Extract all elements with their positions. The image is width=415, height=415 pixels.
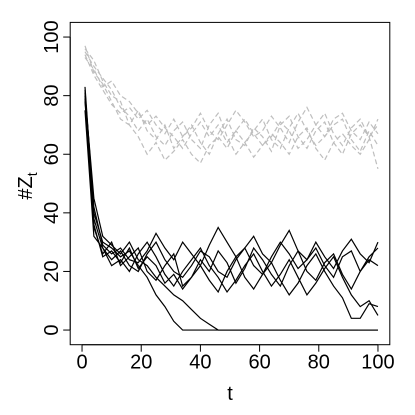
series-line: [84, 98, 379, 319]
x-tick-label: 0: [76, 352, 87, 374]
series-line: [84, 57, 379, 150]
x-axis-label: t: [227, 383, 233, 405]
x-tick-label: 20: [130, 352, 152, 374]
series-line: [84, 92, 379, 270]
series-line: [84, 95, 378, 331]
series-line: [84, 110, 379, 316]
x-tick-label: 60: [248, 352, 270, 374]
series-line: [84, 48, 379, 165]
y-tick-label: 80: [41, 85, 63, 107]
y-tick-label: 40: [41, 202, 63, 224]
y-tick-label: 0: [41, 324, 63, 335]
series-line: [84, 89, 379, 291]
x-tick-label: 80: [308, 352, 330, 374]
y-axis-label: #Zt: [15, 172, 40, 199]
y-tick-label: 20: [41, 260, 63, 282]
y-axis-label-subscript: t: [24, 172, 40, 176]
y-axis-label-main: #Z: [15, 176, 37, 199]
y-tick-label: 100: [41, 20, 63, 53]
series-line: [84, 45, 379, 170]
y-tick-label: 60: [41, 143, 63, 165]
x-tick-label: 40: [189, 352, 211, 374]
series-line: [84, 101, 379, 279]
series-line: [84, 54, 379, 144]
x-tick-label: 100: [361, 352, 394, 374]
series-line: [84, 51, 379, 156]
